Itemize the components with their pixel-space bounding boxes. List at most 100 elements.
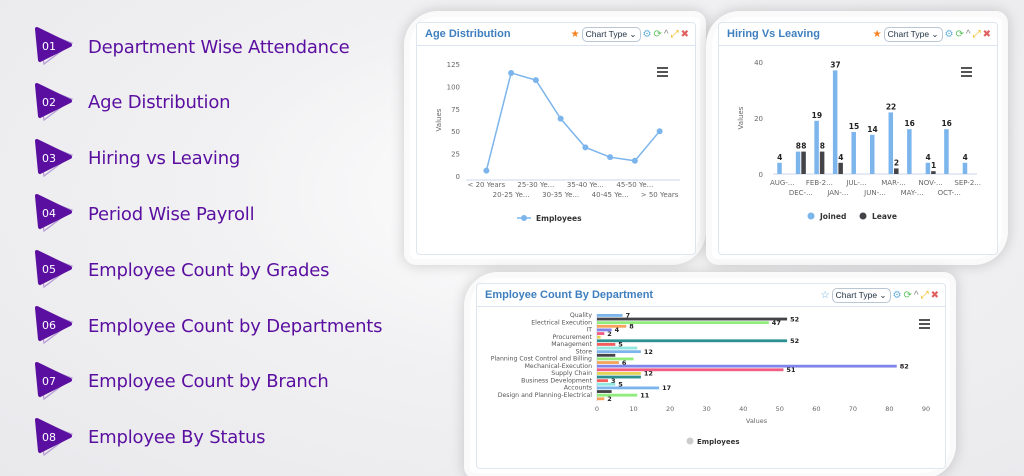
data-label: 1	[931, 161, 936, 170]
y-tick-label: 0	[759, 171, 763, 179]
x-tick-label: 0	[595, 405, 599, 413]
card-tools: ☆ Chart Type ⌄ ⚙ ⟳ ^ ⤢ ✖	[821, 288, 939, 303]
close-icon[interactable]: ✖	[680, 28, 689, 40]
bar	[597, 386, 660, 390]
bar	[777, 162, 782, 174]
menu-item[interactable]: 06 Employee Count by Departments	[34, 306, 383, 346]
employee-count-by-department-chart: 0 10 20 30 40 50 60 70 80 90 Values QualityElectric…	[491, 312, 930, 446]
menu-item[interactable]: 08 Employee By Status	[34, 417, 266, 458]
chart-type-select[interactable]: Chart Type ⌄	[831, 288, 891, 303]
expand-icon[interactable]: ⤢	[972, 28, 981, 40]
menu-label: Age Distribution	[88, 92, 231, 114]
card-header: Employee Count By Department ☆ Chart Typ…	[477, 284, 945, 307]
bar	[894, 168, 899, 174]
chart-menu-icon[interactable]	[657, 67, 668, 77]
category-label: Accounts	[564, 385, 592, 392]
data-label: 4	[838, 153, 843, 162]
data-label: 4	[615, 326, 620, 334]
star-icon[interactable]: ★	[872, 28, 882, 40]
bar	[597, 372, 641, 375]
y-tick-label: 125	[447, 61, 460, 69]
menu-number: 06	[42, 319, 56, 332]
menu-number: 03	[42, 151, 56, 165]
data-label: 82	[900, 362, 909, 370]
menu-item[interactable]: 05 Employee Count by Grades	[34, 250, 330, 290]
gear-icon[interactable]: ⚙	[944, 28, 954, 40]
refresh-icon[interactable]: ⟳	[903, 289, 912, 301]
category-label: Management	[551, 341, 592, 348]
chart-menu-icon[interactable]	[961, 67, 972, 77]
x-tick-label: OCT-...	[938, 189, 961, 197]
data-label: 52	[790, 337, 799, 345]
data-label: 2	[894, 158, 899, 167]
bar	[597, 368, 784, 372]
bar	[907, 129, 912, 174]
star-outline-icon[interactable]: ☆	[820, 289, 830, 301]
refresh-icon[interactable]: ⟳	[653, 28, 662, 40]
data-point	[631, 157, 638, 164]
bar	[597, 397, 605, 401]
menu-item[interactable]: 02 Age Distribution	[34, 82, 231, 123]
category-label: IT	[586, 327, 592, 334]
expand-icon[interactable]: ⤢	[920, 289, 929, 301]
x-tick-label: 45-50 Ye...	[616, 181, 653, 189]
x-tick-label: 40-45 Ye...	[592, 191, 629, 199]
collapse-icon[interactable]: ^	[965, 28, 971, 40]
menu-item[interactable]: 03 Hiring vs Leaving	[34, 138, 241, 179]
collapse-icon[interactable]: ^	[913, 289, 919, 301]
data-label: 4	[777, 153, 782, 162]
data-point	[557, 115, 564, 122]
data-label: 14	[867, 125, 877, 134]
x-tick-label: FEB-2...	[806, 179, 833, 187]
menu-number: 01	[42, 40, 56, 53]
bar	[962, 162, 968, 174]
bar	[597, 324, 627, 328]
close-icon[interactable]: ✖	[982, 28, 991, 40]
category-label: Electrical Execution	[531, 319, 592, 326]
expand-icon[interactable]: ⤢	[670, 28, 679, 40]
menu-item[interactable]: 01 Department Wise Attendance	[34, 27, 350, 67]
card-title: Age Distribution	[425, 28, 511, 40]
chart-type-select[interactable]: Chart Type ⌄	[883, 27, 943, 42]
bar	[925, 162, 931, 174]
menu-item[interactable]: 07 Employee Count by Branch	[34, 361, 329, 402]
star-icon[interactable]: ★	[570, 28, 580, 40]
menu-number: 07	[42, 374, 56, 388]
data-label: 17	[662, 384, 671, 392]
x-tick-label: 40	[739, 405, 747, 413]
data-label: 3	[611, 377, 616, 385]
data-point	[582, 144, 589, 151]
card-title: Employee Count By Department	[485, 289, 654, 301]
menu-item[interactable]: 04 Period Wise Payroll	[34, 194, 255, 234]
bar	[597, 361, 619, 364]
gear-icon[interactable]: ⚙	[892, 289, 902, 301]
category-label: Store	[576, 348, 593, 355]
data-label: 19	[812, 111, 822, 120]
data-point	[532, 77, 539, 84]
data-label: 7	[626, 312, 631, 320]
data-label: 2	[607, 395, 612, 403]
collapse-icon[interactable]: ^	[663, 28, 669, 40]
card-header: Age Distribution ★ Chart Type ⌄ ⚙ ⟳ ^ ⤢ …	[417, 23, 695, 46]
close-icon[interactable]: ✖	[930, 289, 939, 301]
chart-menu-icon[interactable]	[919, 319, 930, 329]
data-label: 15	[849, 122, 859, 131]
x-tick-label: 35-40 Ye...	[567, 181, 604, 189]
number-badge-icon: 01	[34, 27, 76, 67]
x-tick-label: AUG-...	[770, 179, 795, 187]
legend-marker	[686, 437, 694, 445]
legend-marker	[807, 212, 815, 220]
bar	[944, 129, 949, 174]
card-title: Hiring Vs Leaving	[727, 28, 820, 40]
number-badge-icon: 02	[34, 82, 76, 123]
number-badge-icon: 06	[34, 306, 76, 346]
x-tick-label: MAY-...	[901, 189, 924, 197]
bar	[597, 317, 788, 321]
bar	[795, 151, 801, 174]
chart-type-select[interactable]: Chart Type ⌄	[581, 27, 641, 42]
data-label: 16	[904, 119, 914, 128]
refresh-icon[interactable]: ⟳	[955, 28, 964, 40]
gear-icon[interactable]: ⚙	[642, 28, 652, 40]
menu-label: Hiring vs Leaving	[88, 148, 241, 170]
